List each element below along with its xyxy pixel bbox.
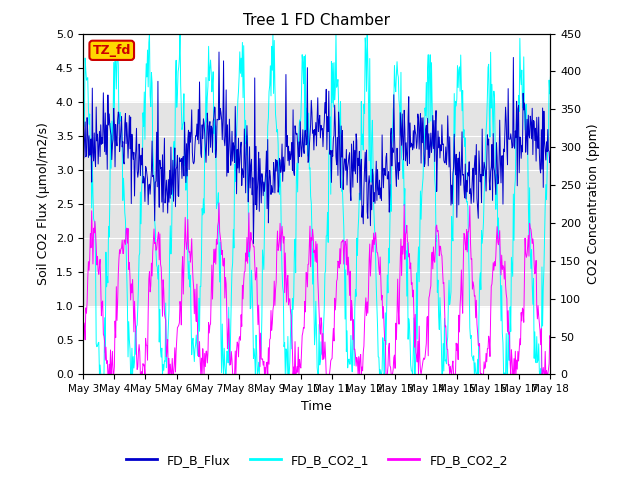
Legend: FD_B_Flux, FD_B_CO2_1, FD_B_CO2_2: FD_B_Flux, FD_B_CO2_1, FD_B_CO2_2 [121, 449, 513, 472]
X-axis label: Time: Time [301, 400, 332, 413]
Title: Tree 1 FD Chamber: Tree 1 FD Chamber [243, 13, 390, 28]
Text: TZ_fd: TZ_fd [93, 44, 131, 57]
Y-axis label: Soil CO2 Flux (μmol/m2/s): Soil CO2 Flux (μmol/m2/s) [37, 122, 50, 286]
Bar [83, 102, 550, 306]
Y-axis label: CO2 Concentration (ppm): CO2 Concentration (ppm) [587, 124, 600, 284]
